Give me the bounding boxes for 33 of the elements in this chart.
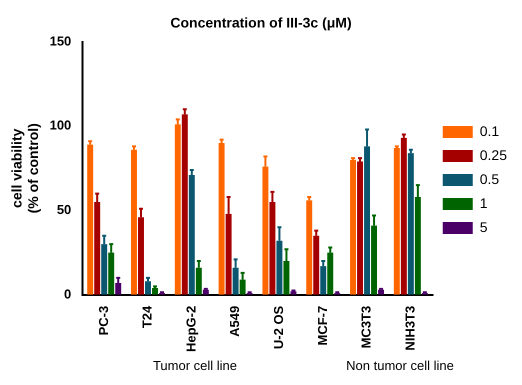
bar bbox=[131, 150, 137, 295]
bar bbox=[290, 291, 296, 295]
y-tick-label: 150 bbox=[50, 33, 72, 48]
y-tick-label: 50 bbox=[56, 202, 72, 218]
legend-label: 0.25 bbox=[480, 146, 508, 163]
bar bbox=[145, 281, 151, 295]
legend-label: 5 bbox=[480, 218, 488, 235]
legend-label: 0.1 bbox=[480, 122, 500, 139]
bar bbox=[202, 290, 209, 295]
y-tick-label: 0 bbox=[64, 286, 72, 302]
legend-label: 0.5 bbox=[480, 170, 500, 187]
bar bbox=[400, 138, 407, 295]
bar bbox=[87, 144, 94, 295]
bar bbox=[378, 290, 384, 295]
y-tick-label: 100 bbox=[50, 118, 72, 133]
legend-label: 1 bbox=[480, 194, 488, 211]
x-tick-label: A549 bbox=[227, 306, 242, 337]
x-tick-label: T24 bbox=[140, 305, 155, 328]
y-axis-title: cell viability (% of control) bbox=[8, 123, 42, 214]
chart-title: Concentration of III-3c (μM) bbox=[170, 14, 352, 30]
x-tick-label: PC-3 bbox=[96, 306, 111, 336]
x-tick-label: U-2 OS bbox=[271, 305, 286, 350]
x-tick-label: MC3T3 bbox=[358, 306, 374, 348]
x-tick-label: NIH3T3 bbox=[402, 306, 418, 351]
bar bbox=[394, 148, 400, 295]
text: Non tumor cell line bbox=[346, 358, 454, 373]
x-tick-label: MCF-7 bbox=[314, 306, 330, 346]
x-tick-label: HepG-2 bbox=[183, 306, 198, 352]
text: Tumor cell line bbox=[152, 358, 238, 373]
bar bbox=[218, 142, 225, 295]
bar bbox=[152, 288, 158, 295]
bar bbox=[306, 200, 312, 295]
bar bbox=[350, 160, 356, 295]
